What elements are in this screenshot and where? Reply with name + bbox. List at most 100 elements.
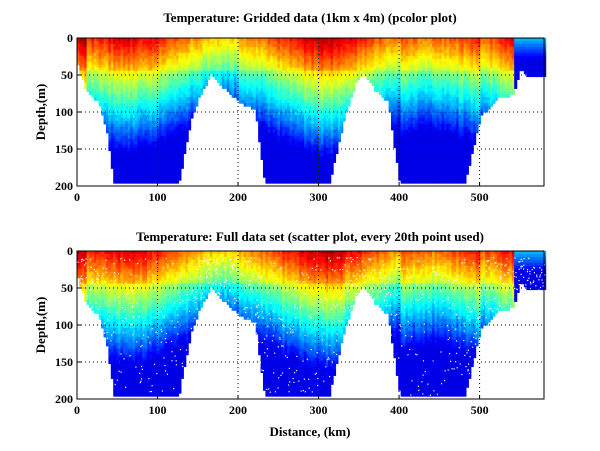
heatmap-cell: [316, 64, 320, 69]
heatmap-cell: [299, 58, 303, 63]
heatmap-cell: [96, 43, 100, 48]
heatmap-cell: [284, 138, 288, 143]
heatmap-cell: [265, 156, 269, 160]
heatmap-cell: [147, 123, 151, 128]
heatmap-cell: [103, 103, 107, 107]
heatmap-cell: [260, 153, 264, 157]
heatmap-cell: [284, 141, 288, 146]
heatmap-cell: [132, 52, 136, 57]
heatmap-cell: [323, 114, 327, 119]
heatmap-cell: [166, 88, 170, 92]
heatmap-cell: [308, 147, 312, 152]
heatmap-cell: [127, 114, 131, 119]
heatmap-cell: [294, 132, 298, 137]
heatmap-cell: [267, 171, 271, 175]
heatmap-cell: [221, 76, 225, 81]
heatmap-cell: [154, 58, 158, 63]
heatmap-cell: [142, 55, 146, 60]
heatmap-cell: [144, 82, 148, 86]
heatmap-cell: [120, 61, 124, 66]
heatmap-cell: [115, 49, 119, 54]
heatmap-cell: [243, 46, 247, 51]
heatmap-cell: [168, 85, 172, 89]
heatmap-cell: [330, 171, 334, 175]
heatmap-cell: [115, 174, 119, 178]
heatmap-cell: [183, 109, 187, 113]
heatmap-cell: [260, 106, 264, 110]
heatmap-cell: [284, 144, 288, 149]
heatmap-cell: [171, 94, 175, 98]
heatmap-cell: [113, 150, 117, 155]
heatmap-cell: [163, 112, 167, 116]
heatmap-cell: [304, 49, 308, 54]
heatmap-cell: [238, 97, 242, 101]
heatmap-cell: [284, 94, 288, 98]
heatmap-cell: [188, 76, 192, 81]
heatmap-cell: [202, 43, 206, 48]
heatmap-cell: [137, 40, 141, 45]
heatmap-cell: [166, 132, 170, 137]
heatmap-cell: [93, 73, 97, 78]
heatmap-cell: [118, 61, 122, 66]
heatmap-cell: [118, 165, 122, 169]
heatmap-cell: [195, 64, 199, 69]
heatmap-cell: [166, 153, 170, 157]
heatmap-cell: [272, 88, 276, 92]
heatmap-cell: [301, 103, 305, 107]
heatmap-cell: [318, 117, 322, 122]
heatmap-cell: [173, 85, 177, 89]
heatmap-cell: [161, 168, 165, 172]
heatmap-cell: [139, 52, 143, 57]
heatmap-cell: [168, 46, 172, 51]
heatmap-cell: [291, 159, 295, 163]
heatmap-cell: [101, 43, 105, 48]
heatmap-cell: [270, 112, 274, 116]
heatmap-cell: [234, 43, 238, 48]
heatmap-cell: [267, 79, 271, 83]
heatmap-cell: [79, 64, 83, 69]
heatmap-cell: [110, 79, 114, 83]
heatmap-cell: [301, 180, 305, 184]
heatmap-cell: [154, 46, 158, 51]
heatmap-cell: [144, 88, 148, 92]
heatmap-cell: [108, 49, 112, 54]
heatmap-cell: [122, 144, 126, 149]
heatmap-cell: [272, 40, 276, 45]
heatmap-cell: [234, 38, 238, 42]
heatmap-cell: [154, 141, 158, 146]
heatmap-cell: [108, 129, 112, 134]
heatmap-cell: [156, 64, 160, 69]
heatmap-cell: [81, 43, 85, 48]
heatmap-cell: [241, 73, 245, 78]
heatmap-cell: [103, 52, 107, 57]
heatmap-cell: [291, 177, 295, 181]
heatmap-cell: [137, 138, 141, 143]
heatmap-cell: [118, 76, 122, 81]
heatmap-cell: [287, 55, 291, 60]
heatmap-cell: [159, 91, 163, 95]
heatmap-cell: [328, 106, 332, 110]
heatmap-cell: [306, 38, 310, 42]
heatmap-cell: [190, 58, 194, 63]
heatmap-cell: [313, 73, 317, 78]
heatmap-cell: [188, 103, 192, 107]
heatmap-cell: [130, 82, 134, 86]
heatmap-cell: [101, 85, 105, 89]
heatmap-cell: [277, 162, 281, 166]
heatmap-cell: [318, 76, 322, 81]
heatmap-cell: [299, 120, 303, 125]
heatmap-cell: [188, 64, 192, 69]
heatmap-cell: [188, 94, 192, 98]
heatmap-cell: [308, 49, 312, 54]
heatmap-cell: [77, 38, 81, 42]
heatmap-cell: [270, 52, 274, 57]
heatmap-cell: [103, 100, 107, 104]
heatmap-cell: [130, 165, 134, 169]
heatmap-cell: [137, 94, 141, 98]
heatmap-cell: [122, 82, 126, 86]
heatmap-cell: [260, 138, 264, 143]
heatmap-cell: [316, 123, 320, 128]
heatmap-cell: [316, 162, 320, 166]
heatmap-cell: [323, 156, 327, 160]
heatmap-cell: [267, 76, 271, 81]
